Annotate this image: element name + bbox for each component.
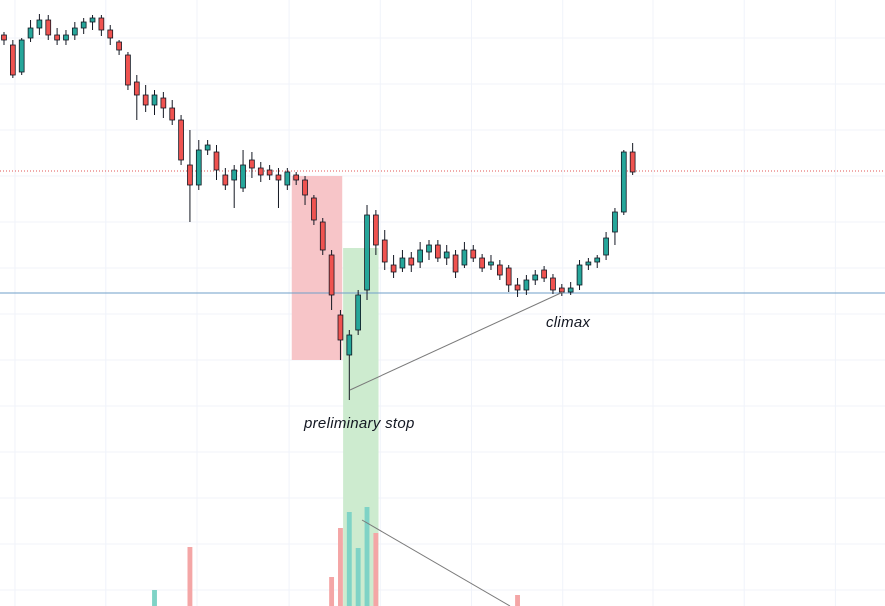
candle-body [54, 34, 60, 41]
volume-bar [515, 595, 520, 606]
candle-body [266, 169, 273, 176]
candle-body [213, 151, 220, 171]
candle-body [195, 149, 202, 186]
candle-body [567, 287, 574, 293]
candle-body [142, 94, 149, 106]
candle-body [461, 249, 468, 266]
candle-body [293, 174, 300, 181]
candle-body [284, 171, 291, 186]
candle-body [1, 34, 7, 41]
candle-body [98, 17, 105, 31]
candle-body [364, 214, 370, 291]
candle-body [496, 264, 503, 276]
candle-body [381, 239, 388, 263]
candle-body [550, 277, 556, 291]
candle-body [435, 244, 441, 259]
candle-body [558, 287, 565, 293]
volume-bar [329, 577, 335, 606]
candle-body [231, 169, 238, 181]
candle-body [452, 254, 459, 273]
candle-body [319, 221, 326, 251]
candle-body [187, 164, 193, 186]
volume-bar [187, 547, 193, 606]
candle-body [133, 81, 140, 96]
candle-body [337, 314, 344, 341]
candle-body [594, 257, 601, 263]
volume-bar [364, 507, 370, 606]
annotation: preliminary stop [303, 415, 415, 432]
candle-body [10, 44, 16, 76]
candle-body [71, 27, 78, 36]
price-lines [0, 170, 885, 294]
candle-body [603, 237, 609, 256]
candle-body [27, 27, 34, 39]
candle-body [541, 269, 547, 279]
candle-body [488, 261, 494, 266]
candle-body [585, 261, 592, 266]
candle-body [399, 257, 406, 269]
candle-body [107, 29, 114, 39]
candle-body [257, 167, 264, 176]
candle-body [390, 264, 397, 273]
volume-bar [373, 533, 379, 606]
candle-body [275, 174, 282, 181]
candle-body [80, 21, 87, 29]
candle-body [373, 214, 379, 246]
candle-body [240, 164, 246, 189]
volume-bar [152, 590, 157, 606]
candle-body [629, 151, 636, 173]
candle-body [479, 257, 485, 269]
candle-body [178, 119, 184, 161]
zone [291, 176, 343, 360]
candle-body [160, 97, 167, 109]
volume-bars [152, 507, 520, 606]
candle-body [151, 94, 158, 106]
candles [1, 14, 636, 400]
volume-bar [338, 528, 343, 606]
candle-body [89, 17, 96, 23]
candle-body [169, 107, 176, 121]
candle-body [249, 159, 255, 169]
candle-body [523, 279, 530, 291]
volume-bar [346, 512, 352, 606]
volume-bar [355, 548, 361, 606]
candle-body [45, 19, 52, 36]
candle-body [63, 34, 69, 41]
candle-body [443, 251, 450, 259]
candle-body [18, 39, 25, 73]
candle-body [328, 254, 335, 296]
candle-body [346, 334, 353, 356]
candle-body [222, 174, 229, 186]
candle-body [417, 249, 423, 263]
annotation: climax [546, 314, 591, 331]
candle-body [620, 151, 627, 213]
candle-body [426, 244, 432, 253]
candle-body [125, 54, 131, 86]
candle-body [355, 294, 361, 331]
candle-body [311, 197, 317, 221]
candle-body [612, 211, 618, 233]
annotation-line [349, 291, 564, 391]
candle-body [514, 284, 521, 291]
candle-body [204, 144, 211, 151]
candle-body [302, 179, 308, 196]
candle-body [116, 41, 122, 51]
annotation-line [361, 519, 511, 606]
candle-body [576, 264, 583, 286]
candle-body [505, 267, 512, 286]
candle-body [36, 19, 43, 29]
candle-body [470, 249, 477, 259]
candle-body [408, 257, 415, 266]
candle-body [532, 274, 539, 281]
